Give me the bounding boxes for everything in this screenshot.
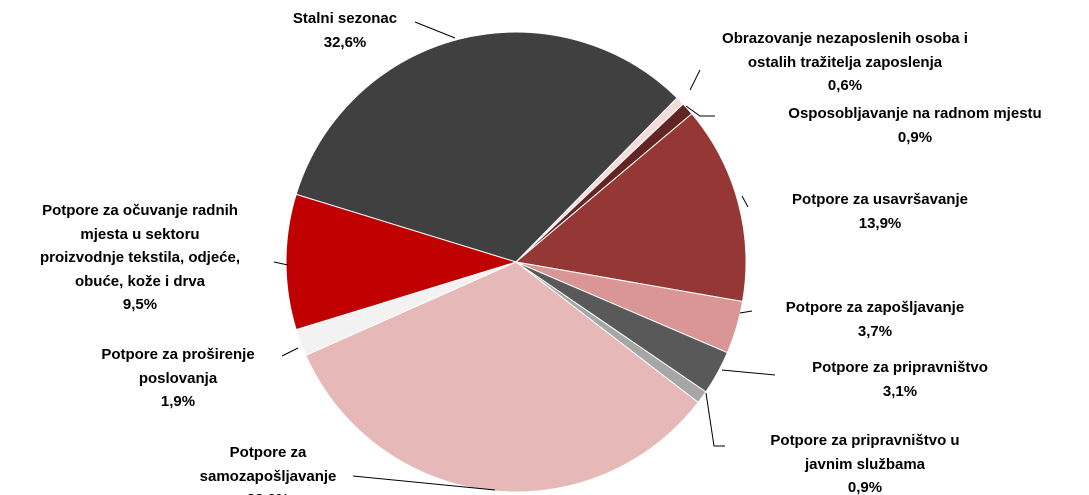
category-label: Potpore za pripravništvo u javnim služba…	[770, 432, 960, 473]
leader-line	[352, 475, 496, 491]
value-label: 32,6%	[323, 33, 367, 51]
data-label: Osposobljavanje na radnom mjestu 0,9%	[788, 102, 1041, 149]
leader-line	[741, 195, 749, 208]
value-label: 3,1%	[882, 382, 918, 400]
pie-slice	[295, 31, 678, 263]
data-label: Stalni sezonac 32,6%	[293, 7, 397, 54]
leader-line	[705, 392, 725, 447]
category-label: Stalni sezonac	[292, 10, 398, 27]
value-label: 32,9%	[200, 488, 337, 495]
category-label: Potpore za zapošljavanje	[785, 299, 965, 316]
data-label: Potpore za zapošljavanje 3,7%	[786, 296, 964, 343]
leader-line	[414, 21, 456, 39]
data-label: Potpore za usavršavanje 13,9%	[792, 188, 968, 235]
data-label: Potpore za samozapošljavanje 32,9%	[200, 441, 337, 495]
pie-slice	[514, 113, 747, 303]
data-label: Potpore za pripravništvo 3,1%	[812, 356, 988, 403]
data-label: Potpore za proširenje poslovanja 1,9%	[101, 343, 254, 414]
leader-line	[721, 369, 776, 376]
category-label: Potpore za samozapošljavanje	[199, 444, 337, 485]
category-label: Potpore za pripravništvo	[812, 359, 988, 376]
data-label: Potpore za očuvanje radnih mjesta u sekt…	[40, 199, 240, 317]
leader-line	[281, 347, 299, 357]
category-label: Potpore za usavršavanje	[792, 191, 968, 208]
data-label: Obrazovanje nezaposlenih osoba i ostalih…	[722, 27, 968, 98]
value-label: 3,7%	[857, 322, 893, 340]
category-label: Potpore za proširenje poslovanja	[101, 346, 255, 387]
value-label: 1,9%	[160, 393, 196, 410]
leader-line	[689, 69, 701, 91]
value-label: 0,9%	[847, 479, 883, 495]
value-label: 13,9%	[858, 214, 902, 232]
category-label: Obrazovanje nezaposlenih osoba i ostalih…	[722, 30, 968, 71]
value-label: 0,9%	[897, 128, 933, 146]
value-label: 0,6%	[827, 77, 863, 94]
category-label: Osposobljavanje na radnom mjestu	[788, 105, 1042, 122]
pie-slice	[285, 193, 518, 331]
leader-line	[273, 261, 289, 266]
value-label: 9,5%	[122, 296, 158, 313]
data-label: Potpore za pripravništvo u javnim služba…	[770, 429, 959, 495]
leader-line	[739, 310, 753, 314]
category-label: Potpore za očuvanje radnih mjesta u sekt…	[39, 202, 241, 290]
pie-slice	[305, 261, 699, 493]
leader-line	[685, 105, 715, 117]
